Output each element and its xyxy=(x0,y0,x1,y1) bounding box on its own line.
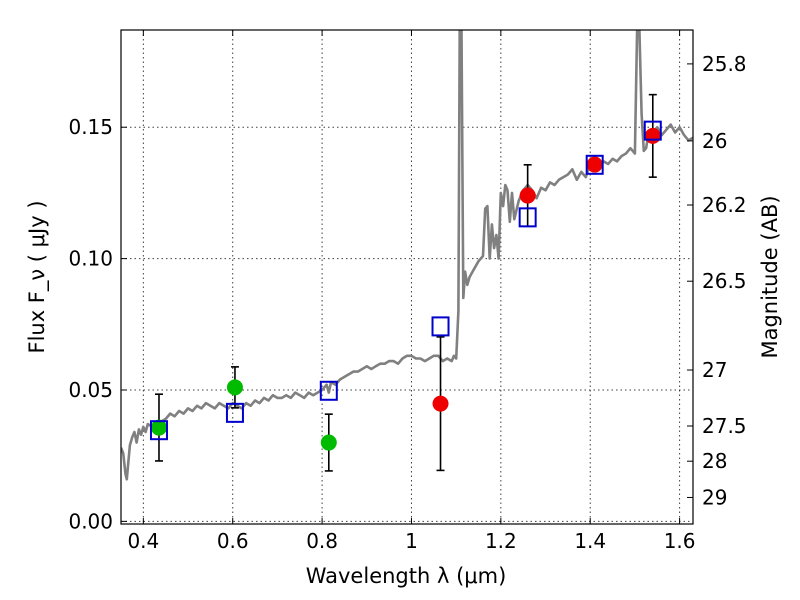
green-data-point xyxy=(150,419,167,436)
series-layer xyxy=(121,30,693,481)
plot-frame xyxy=(120,29,694,525)
right-tick-label: 27 xyxy=(702,358,727,382)
blue-square-marker xyxy=(431,316,450,337)
green-data-point xyxy=(226,379,243,396)
x-tick-label: 0.8 xyxy=(306,529,338,553)
model-spectrum-line xyxy=(121,30,693,481)
right-tick-label: 27.5 xyxy=(702,414,747,438)
blue-square-marker xyxy=(518,207,537,228)
x-tick-label: 1.4 xyxy=(574,529,606,553)
blue-square-marker xyxy=(319,380,338,401)
right-tick-label: 25.8 xyxy=(702,52,747,76)
right-tick-label: 29 xyxy=(702,485,727,509)
y-tick-label: 0.00 xyxy=(68,509,113,533)
right-tick-label: 26 xyxy=(702,129,727,153)
axis-ticks: 0.4 0.6 0.8 1 1.2 1.4 1.6 0.00 0.05 0.10 0.15 25.8 2… xyxy=(68,30,747,553)
red-data-point xyxy=(432,395,449,412)
x-axis-title: Wavelength λ (μm) xyxy=(306,564,507,588)
x-tick-label: 0.4 xyxy=(127,529,159,553)
right-tick-label: 26.5 xyxy=(702,269,747,293)
y-axis-title: Flux F_ν ( μJy ) xyxy=(25,200,50,353)
red-data-point xyxy=(644,127,661,144)
red-data-point xyxy=(586,156,603,173)
points-layer xyxy=(149,93,662,472)
x-tick-label: 0.6 xyxy=(217,529,249,553)
right-tick-label: 28 xyxy=(702,449,727,473)
grid-lines xyxy=(121,30,693,524)
y-tick-label: 0.05 xyxy=(68,378,113,402)
blue-square-marker xyxy=(149,420,168,441)
y-tick-label: 0.10 xyxy=(68,247,113,271)
x-tick-label: 1.2 xyxy=(485,529,517,553)
blue-square-marker xyxy=(225,402,244,423)
right-tick-label: 26.2 xyxy=(702,193,747,217)
right-axis-title: Magnitude (AB) xyxy=(758,195,782,358)
x-tick-label: 1 xyxy=(405,529,418,553)
blue-square-marker xyxy=(585,154,604,175)
y-tick-label: 0.15 xyxy=(68,115,113,139)
blue-square-marker xyxy=(643,120,662,141)
x-tick-label: 1.6 xyxy=(664,529,696,553)
red-data-point xyxy=(519,187,536,204)
green-data-point xyxy=(320,434,337,451)
